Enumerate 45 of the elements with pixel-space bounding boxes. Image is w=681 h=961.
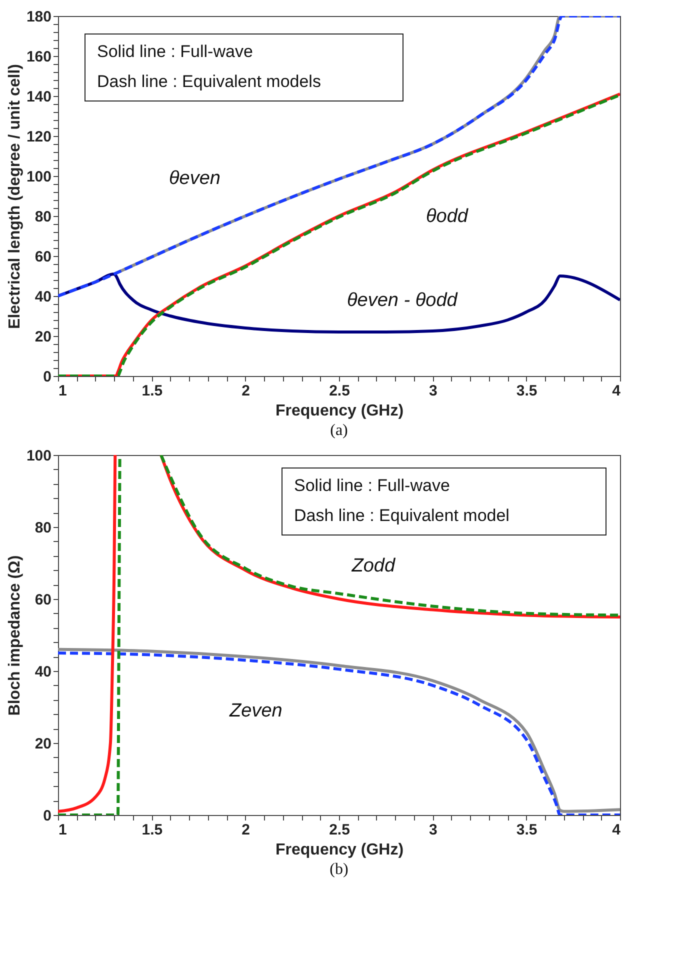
x-tick-label: 2	[242, 822, 250, 838]
y-tick-label: 80	[34, 208, 52, 226]
annotation: Dash line : Equivalent models	[97, 72, 321, 91]
x-tick-label: 3.5	[516, 382, 538, 400]
annotation: θeven - θodd	[346, 290, 459, 311]
x-tick-label: 3	[428, 382, 438, 400]
x-tick-label: 1.5	[142, 382, 163, 400]
x-tick-label: 2.5	[329, 382, 350, 400]
x-tick-label: 4	[612, 822, 622, 838]
x-tick-label: 3	[428, 822, 438, 838]
annotation: Solid line : Full-wave	[97, 42, 253, 61]
annotation: θeven	[168, 168, 220, 189]
y-tick-label: 0	[43, 808, 52, 824]
y-tick-label: 20	[34, 736, 52, 752]
annotation: Solid line : Full-wave	[294, 476, 450, 495]
y-tick-label: 80	[34, 520, 52, 536]
y-tick-label: 60	[34, 592, 52, 608]
annotation: Dash line : Equivalent model	[294, 506, 510, 525]
x-tick-label: 3.5	[516, 822, 538, 838]
annotation: θodd	[426, 206, 470, 227]
y-tick-label: 160	[26, 48, 52, 66]
y-tick-label: 180	[26, 8, 52, 26]
y-tick-label: 40	[34, 288, 52, 306]
y-tick-label: 40	[34, 664, 52, 680]
x-tick-label: 4	[612, 382, 622, 400]
x-tick-label: 2.5	[329, 822, 350, 838]
y-tick-label: 20	[34, 328, 52, 346]
x-tick-label: 1	[58, 382, 67, 400]
x-tick-label: 2	[242, 382, 250, 400]
y-tick-label: 60	[34, 248, 52, 266]
y-axis-title: Electrical length (degree / unit cell)	[6, 64, 24, 329]
y-tick-label: 140	[26, 88, 52, 106]
annotation: Zeven	[228, 700, 282, 722]
y-tick-label: 100	[26, 448, 52, 464]
y-tick-label: 0	[43, 368, 52, 386]
text: (a)	[330, 422, 348, 439]
y-axis-title: Bloch impedance (Ω)	[6, 555, 24, 716]
x-tick-label: 1	[58, 822, 67, 838]
y-tick-label: 120	[26, 128, 52, 146]
annotation: Zodd	[350, 555, 396, 576]
x-axis-title: Frequency (GHz)	[275, 402, 404, 420]
x-tick-label: 1.5	[142, 822, 163, 838]
text: (b)	[330, 861, 348, 878]
y-tick-label: 100	[26, 168, 52, 186]
x-axis-title: Frequency (GHz)	[275, 842, 404, 858]
